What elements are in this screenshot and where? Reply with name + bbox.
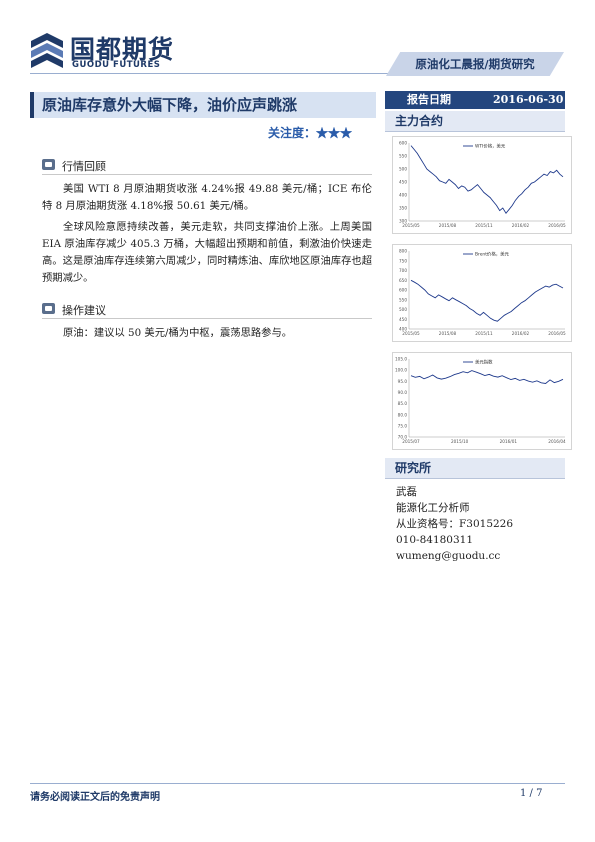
x-tick-label: 2016/02 [512, 223, 530, 228]
attention-label: 关注度： [268, 126, 317, 140]
analyst-title: 能源化工分析师 [396, 502, 470, 514]
contracts-section-bar: 主力合约 [385, 111, 565, 132]
x-tick-label: 2015/07 [402, 439, 420, 444]
y-tick-label: 350 [399, 206, 407, 211]
x-tick-label: 2015/11 [475, 331, 493, 336]
analyst-info: 武磊 能源化工分析师 从业资格号：F3015226 010-84180311 w… [396, 484, 513, 564]
y-tick-label: 400 [399, 193, 407, 198]
x-tick-label: 2016/04 [548, 439, 566, 444]
review-paragraph-2: 全球风险意愿持续改善，美元走软，共同支撑油价上涨。上周美国 EIA 原油库存减少… [42, 221, 372, 284]
institute-section-label: 研究所 [395, 461, 432, 475]
x-tick-label: 2015/08 [439, 331, 457, 336]
series-line [410, 279, 564, 322]
y-tick-label: 80.0 [398, 412, 408, 417]
y-tick-label: 100.0 [395, 368, 407, 373]
series-line [410, 145, 564, 214]
y-tick-label: 550 [399, 154, 407, 159]
y-tick-label: 95.0 [398, 379, 408, 384]
y-tick-label: 90.0 [398, 390, 408, 395]
y-tick-label: 450 [399, 317, 407, 322]
x-tick-label: 2015/11 [475, 223, 493, 228]
x-tick-label: 2015/10 [451, 439, 469, 444]
review-paragraph-1: 美国 WTI 8 月原油期货收涨 4.24%报 49.88 美元/桶；ICE 布… [42, 183, 372, 212]
star-rating-icon: ★★★ [316, 126, 353, 140]
brand-logo: 国都期货 GUODU FUTURES [30, 30, 180, 75]
advice-paragraph: 原油：建议以 50 美元/桶为中枢，震荡思路参与。 [63, 327, 293, 339]
y-tick-label: 105.0 [395, 357, 407, 362]
page-number: 1 / 7 [520, 788, 543, 799]
report-type-banner: 原油化工晨报/期货研究 [386, 52, 564, 76]
y-tick-label: 750 [399, 258, 407, 263]
analyst-name: 武磊 [396, 486, 417, 498]
analyst-license: 从业资格号：F3015226 [396, 518, 514, 530]
section-divider [42, 174, 372, 175]
y-tick-label: 600 [399, 288, 407, 293]
y-tick-label: 70.0 [398, 435, 408, 440]
dollar-index-chart: 105.0 100.0 95.0 90.0 85.0 80.0 75.0 70.02015/0… [392, 352, 572, 450]
attention-rating: 关注度：★★★ [268, 124, 352, 141]
x-tick-label: 2015/05 [402, 331, 420, 336]
legend-label: 美元指数 [475, 359, 493, 366]
y-tick-label: 500 [399, 307, 407, 312]
legend-label: Brent价格，美元 [475, 251, 509, 258]
section-divider [42, 318, 372, 319]
legend-label: WTI价格，美元 [475, 143, 506, 150]
y-tick-label: 650 [399, 278, 407, 283]
y-tick-label: 400 [399, 327, 407, 332]
review-heading-text: 行情回顾 [62, 160, 106, 173]
guodu-logo-icon [31, 33, 63, 68]
y-tick-label: 600 [399, 141, 407, 146]
x-tick-label: 2015/05 [402, 223, 420, 228]
y-tick-label: 500 [399, 167, 407, 172]
y-tick-label: 75.0 [398, 423, 408, 428]
contracts-section-label: 主力合约 [395, 114, 444, 128]
institute-section-bar: 研究所 [385, 458, 565, 479]
y-tick-label: 85.0 [398, 401, 408, 406]
series-line [410, 370, 564, 384]
report-date-bar: 报告日期 2016-06-30 [385, 91, 565, 109]
x-tick-label: 2016/05 [548, 223, 566, 228]
report-date-value: 2016-06-30 [493, 93, 564, 106]
title-bar: 原油库存意外大幅下降，油价应声跳涨 [30, 92, 376, 118]
y-tick-label: 450 [399, 180, 407, 185]
analyst-phone: 010-84180311 [396, 534, 474, 546]
section-bullet-icon [42, 159, 55, 170]
report-date-label: 报告日期 [407, 93, 451, 106]
footer-divider [30, 783, 565, 784]
disclaimer-link[interactable]: 请务必阅读正文后的免责声明 [30, 792, 160, 803]
advice-heading-text: 操作建议 [62, 304, 106, 317]
x-tick-label: 2015/08 [439, 223, 457, 228]
y-tick-label: 550 [399, 297, 407, 302]
y-tick-label: 300 [399, 219, 407, 224]
brand-name-cn: 国都期货 [70, 35, 175, 64]
brand-name-en: GUODU FUTURES [72, 60, 161, 70]
analyst-email[interactable]: wumeng@guodu.cc [396, 550, 501, 562]
page-title: 原油库存意外大幅下降，油价应声跳涨 [42, 96, 298, 114]
section-bullet-icon [42, 303, 55, 314]
report-type-label: 原油化工晨报/期货研究 [415, 57, 535, 71]
x-tick-label: 2016/01 [500, 439, 518, 444]
y-tick-label: 700 [399, 268, 407, 273]
x-tick-label: 2016/05 [548, 331, 566, 336]
x-tick-label: 2016/02 [512, 331, 530, 336]
y-tick-label: 800 [399, 249, 407, 254]
header-divider [30, 73, 422, 74]
